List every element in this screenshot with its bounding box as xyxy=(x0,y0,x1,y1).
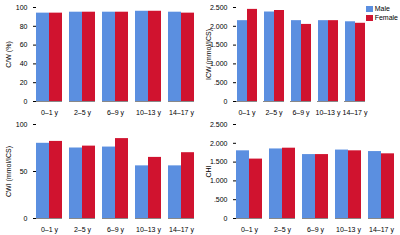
svg-text:2–5 y: 2–5 y xyxy=(274,226,292,234)
svg-text:1.500: 1.500 xyxy=(210,158,228,165)
svg-text:CWI (mmol/ICS): CWI (mmol/ICS) xyxy=(5,146,13,197)
html-text:Female: Female xyxy=(374,14,398,21)
svg-text:2.500: 2.500 xyxy=(210,4,228,11)
svg-text:14–17 y: 14–17 y xyxy=(169,109,194,117)
svg-text:0–1 y: 0–1 y xyxy=(41,226,59,234)
svg-text:10–13 y: 10–13 y xyxy=(136,109,161,117)
svg-text:100: 100 xyxy=(16,121,28,128)
svg-text:6–9 y: 6–9 y xyxy=(292,109,310,117)
svg-text:14–17 y: 14–17 y xyxy=(369,226,394,234)
svg-text:2–5 y: 2–5 y xyxy=(74,226,92,234)
svg-text:2–5 y: 2–5 y xyxy=(73,109,92,117)
svg-text:50: 50 xyxy=(20,168,28,175)
svg-text:80: 80 xyxy=(20,23,28,30)
svg-text:0–1 y: 0–1 y xyxy=(40,109,59,117)
svg-text:14–17 y: 14–17 y xyxy=(169,226,194,234)
svg-text:1.500: 1.500 xyxy=(210,41,228,48)
html-text:Male: Male xyxy=(374,5,390,12)
svg-text:6–9 y: 6–9 y xyxy=(107,226,125,234)
svg-text:1.000: 1.000 xyxy=(210,177,228,184)
svg-text:6–9 y: 6–9 y xyxy=(307,226,325,234)
svg-text:ICW (mmol/ICS): ICW (mmol/ICS) xyxy=(205,29,213,80)
svg-text:10–13 y: 10–13 y xyxy=(336,226,361,234)
svg-text:2–5 y: 2–5 y xyxy=(265,109,283,117)
svg-text:C/W (%): C/W (%) xyxy=(5,41,13,67)
svg-text:2.500: 2.500 xyxy=(210,121,228,128)
svg-text:10–13 y: 10–13 y xyxy=(136,226,161,234)
svg-text:.500: .500 xyxy=(214,196,228,203)
svg-text:40: 40 xyxy=(20,60,28,67)
svg-text:100: 100 xyxy=(16,4,28,11)
svg-text:0–1 y: 0–1 y xyxy=(241,226,259,234)
svg-text:0: 0 xyxy=(224,98,228,105)
svg-text:CHI: CHI xyxy=(205,165,212,177)
svg-text:0: 0 xyxy=(24,98,28,105)
svg-text:0: 0 xyxy=(224,215,228,222)
svg-text:20: 20 xyxy=(20,79,28,86)
html-text:10–13 y 14–17 y: 10–13 y 14–17 y xyxy=(315,109,368,117)
svg-text:0–1 y: 0–1 y xyxy=(238,109,256,117)
svg-text:2.000: 2.000 xyxy=(210,23,228,30)
svg-text:0: 0 xyxy=(24,215,28,222)
svg-text:.500: .500 xyxy=(214,79,228,86)
svg-text:1.000: 1.000 xyxy=(210,60,228,67)
svg-text:6–9 y: 6–9 y xyxy=(106,109,125,117)
svg-text:2.000: 2.000 xyxy=(210,140,228,147)
svg-text:60: 60 xyxy=(20,41,28,48)
